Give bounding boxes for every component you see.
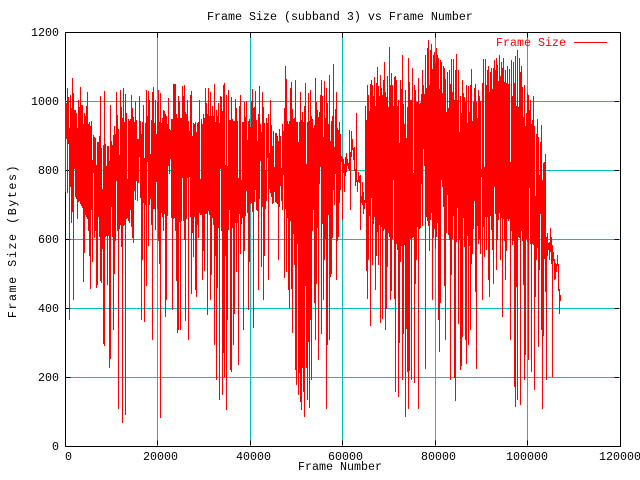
svg-text:1200: 1200 [31, 26, 59, 40]
svg-text:0: 0 [65, 450, 72, 464]
svg-text:20000: 20000 [143, 450, 178, 464]
svg-text:120000: 120000 [599, 450, 640, 464]
svg-text:600: 600 [38, 233, 59, 247]
svg-text:80000: 80000 [421, 450, 456, 464]
svg-text:400: 400 [38, 302, 59, 316]
svg-text:Frame Size (Bytes): Frame Size (Bytes) [6, 164, 20, 318]
svg-text:800: 800 [38, 164, 59, 178]
svg-text:60000: 60000 [328, 450, 363, 464]
svg-text:Frame Number: Frame Number [298, 460, 382, 474]
svg-text:Frame Size: Frame Size [496, 36, 566, 50]
svg-text:Frame Size (subband 3) vs Fram: Frame Size (subband 3) vs Frame Number [207, 10, 473, 24]
svg-text:40000: 40000 [236, 450, 271, 464]
svg-text:200: 200 [38, 371, 59, 385]
svg-text:1000: 1000 [31, 95, 59, 109]
svg-text:0: 0 [52, 440, 59, 454]
svg-text:100000: 100000 [506, 450, 548, 464]
